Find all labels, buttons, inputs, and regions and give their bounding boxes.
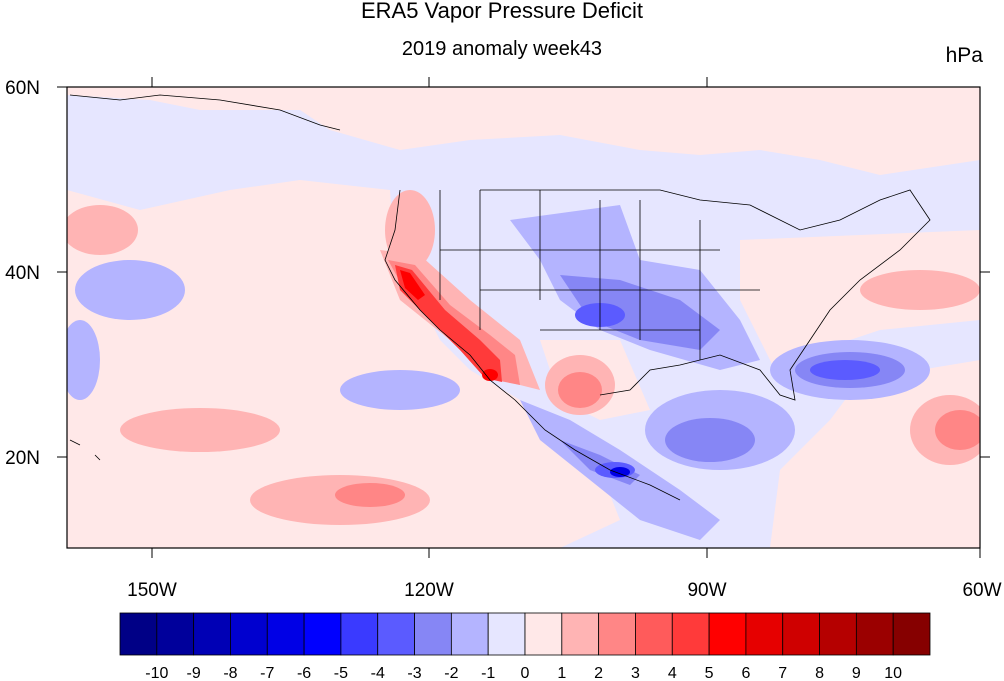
map-frame: [66, 86, 981, 549]
lon-label-150w: 150W: [127, 580, 177, 601]
colorbar: [119, 612, 931, 656]
colorbar-labels: -10 -9 -8 -7 -6 -5 -4 -3 -2 -1 0 1 2 3 4 5 6 7 8 9 10: [145, 665, 902, 681]
colorbar-tick-label: 8: [815, 665, 824, 681]
colorbar-box: [855, 612, 894, 656]
colorbar-tick-label: -2: [444, 665, 458, 681]
colorbar-tick-label: 10: [884, 665, 902, 681]
lon-label-90w: 90W: [687, 580, 726, 601]
colorbar-box: [414, 612, 452, 656]
colorbar-tick-label: 1: [557, 665, 566, 681]
colorbar-box: [524, 612, 563, 656]
colorbar-tick-label: -10: [145, 665, 168, 681]
map-title: ERA5 Vapor Pressure Deficit: [360, 0, 644, 23]
lon-label-120w: 120W: [404, 580, 454, 601]
colorbar-tick-label: 2: [594, 665, 603, 681]
colorbar-tick-label: -3: [407, 665, 421, 681]
anomaly-field: [67, 87, 980, 548]
colorbar-tick-label: -6: [297, 665, 311, 681]
colorbar-tick-label: -7: [260, 665, 274, 681]
colorbar-box: [635, 612, 673, 656]
colorbar-tick-label: -4: [371, 665, 385, 681]
colorbar-tick-label: -1: [481, 665, 495, 681]
colorbar-tick-label: 5: [705, 665, 714, 681]
colorbar-box: [782, 612, 820, 656]
map-subtitle: 2019 anomaly week43: [401, 38, 603, 60]
lon-label-60w: 60W: [962, 580, 1001, 601]
colorbar-box: [450, 612, 489, 656]
colorbar-box: [340, 612, 379, 656]
colorbar-box: [671, 612, 710, 656]
lat-label-60n: 60N: [5, 78, 40, 99]
colorbar-box: [598, 612, 636, 656]
colorbar-box: [819, 612, 857, 656]
colorbar-tick-label: 6: [741, 665, 750, 681]
colorbar-box: [119, 612, 158, 656]
colorbar-box: [745, 612, 784, 656]
colorbar-box: [892, 612, 931, 656]
colorbar-box: [156, 612, 195, 656]
colorbar-tick-label: 3: [631, 665, 640, 681]
colorbar-box: [377, 612, 415, 656]
colorbar-tick-label: 0: [521, 665, 530, 681]
axis-ticks: [57, 77, 990, 558]
lat-label-40n: 40N: [5, 263, 40, 284]
colorbar-tick-label: 7: [778, 665, 787, 681]
colorbar-box: [230, 612, 268, 656]
lat-label-20n: 20N: [5, 448, 40, 469]
colorbar-tick-label: -9: [187, 665, 201, 681]
colorbar-box: [561, 612, 600, 656]
coastlines-and-borders: [69, 94, 931, 501]
extreme-negative-region: [610, 467, 630, 477]
colorbar-box: [266, 612, 305, 656]
colorbar-tick-label: 9: [852, 665, 861, 681]
colorbar-box: [303, 612, 342, 656]
extreme-positive-region: [400, 270, 498, 381]
units-label: hPa: [945, 44, 983, 67]
colorbar-tick-label: -8: [223, 665, 237, 681]
colorbar-box: [193, 612, 231, 656]
colorbar-tick-label: -5: [334, 665, 348, 681]
colorbar-box: [487, 612, 526, 656]
colorbar-box: [708, 612, 747, 656]
colorbar-tick-label: 4: [668, 665, 677, 681]
